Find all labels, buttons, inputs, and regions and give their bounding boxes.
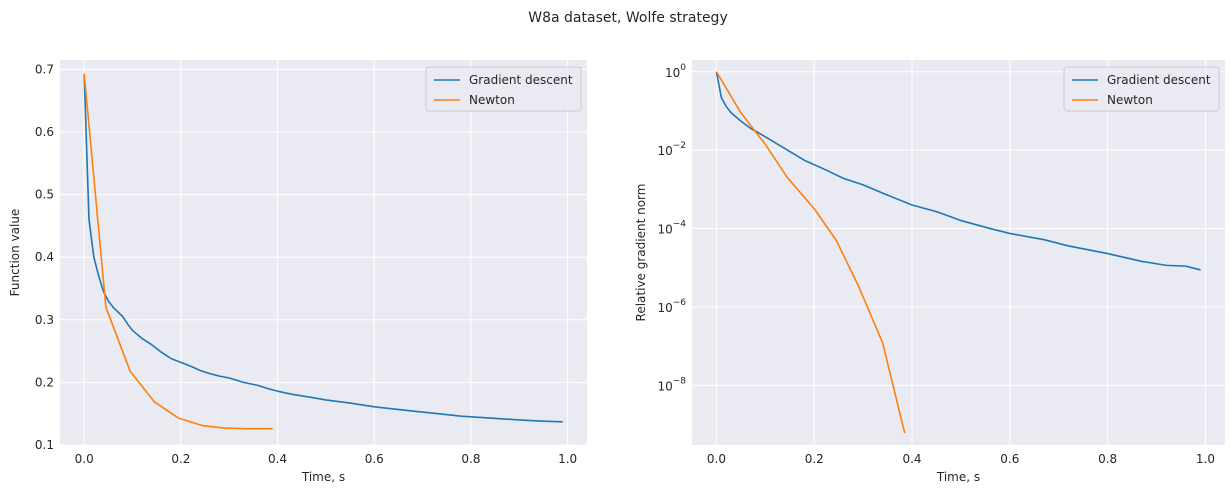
legend-label: Newton bbox=[469, 93, 515, 107]
legend: Gradient descent Newton bbox=[1063, 66, 1220, 112]
legend-box bbox=[1063, 66, 1220, 112]
x-tick-label: 0.6 bbox=[365, 452, 384, 466]
y-tick-label: 10−2 bbox=[657, 141, 686, 158]
y-axis-label: Relative gradient norm bbox=[634, 184, 648, 322]
legend: Gradient descent Newton bbox=[425, 66, 582, 112]
y-tick-label: 0.2 bbox=[35, 375, 54, 389]
y-tick-label: 0.6 bbox=[35, 125, 54, 139]
x-tick-label: 1.0 bbox=[1196, 452, 1215, 466]
series-line-gradient-descent bbox=[715, 71, 1201, 271]
series-line-gradient-descent bbox=[83, 73, 563, 423]
axes-background bbox=[60, 60, 587, 445]
y-tick-label: 100 bbox=[665, 63, 686, 80]
y-tick-label: 10−8 bbox=[657, 376, 686, 393]
x-tick-label: 0.8 bbox=[1098, 452, 1117, 466]
x-axis-label: Time, s bbox=[301, 470, 345, 484]
figure-suptitle: W8a dataset, Wolfe strategy bbox=[528, 10, 727, 26]
y-tick-label: 0.7 bbox=[35, 62, 54, 76]
x-tick-label: 0.0 bbox=[75, 452, 94, 466]
x-tick-label: 0.0 bbox=[707, 452, 726, 466]
y-tick-label: 10−6 bbox=[657, 298, 686, 315]
x-tick-label: 0.8 bbox=[461, 452, 480, 466]
legend-box bbox=[425, 66, 582, 112]
axes-background bbox=[692, 60, 1225, 445]
x-tick-label: 0.2 bbox=[171, 452, 190, 466]
x-axis-label: Time, s bbox=[936, 470, 980, 484]
legend-label: Gradient descent bbox=[469, 73, 573, 87]
x-tick-label: 0.4 bbox=[902, 452, 921, 466]
series-line-newton bbox=[715, 71, 906, 434]
y-axis-label: Function value bbox=[8, 209, 22, 297]
series-line-newton bbox=[83, 73, 273, 430]
y-tick-label: 0.5 bbox=[35, 188, 54, 202]
y-tick-label: 10−4 bbox=[657, 220, 686, 237]
y-tick-label: 0.1 bbox=[35, 438, 54, 452]
x-tick-label: 0.4 bbox=[268, 452, 287, 466]
legend-label: Newton bbox=[1107, 93, 1153, 107]
x-tick-label: 0.2 bbox=[805, 452, 824, 466]
left-chart-function-value: 0.0 0.2 0.4 0.6 0.8 1.0 0.1 0.2 0.3 0.4 0.5 0.6 0.7 T… bbox=[8, 60, 587, 484]
y-tick-label: 0.4 bbox=[35, 250, 54, 264]
x-tick-label: 1.0 bbox=[558, 452, 577, 466]
y-tick-label: 0.3 bbox=[35, 313, 54, 327]
legend-label: Gradient descent bbox=[1107, 73, 1211, 87]
right-chart-relative-gradient-norm: 0.0 0.2 0.4 0.6 0.8 1.0 100 10−2 10−4 10−6 10−8 Tim… bbox=[634, 60, 1225, 484]
x-tick-label: 0.6 bbox=[1000, 452, 1019, 466]
